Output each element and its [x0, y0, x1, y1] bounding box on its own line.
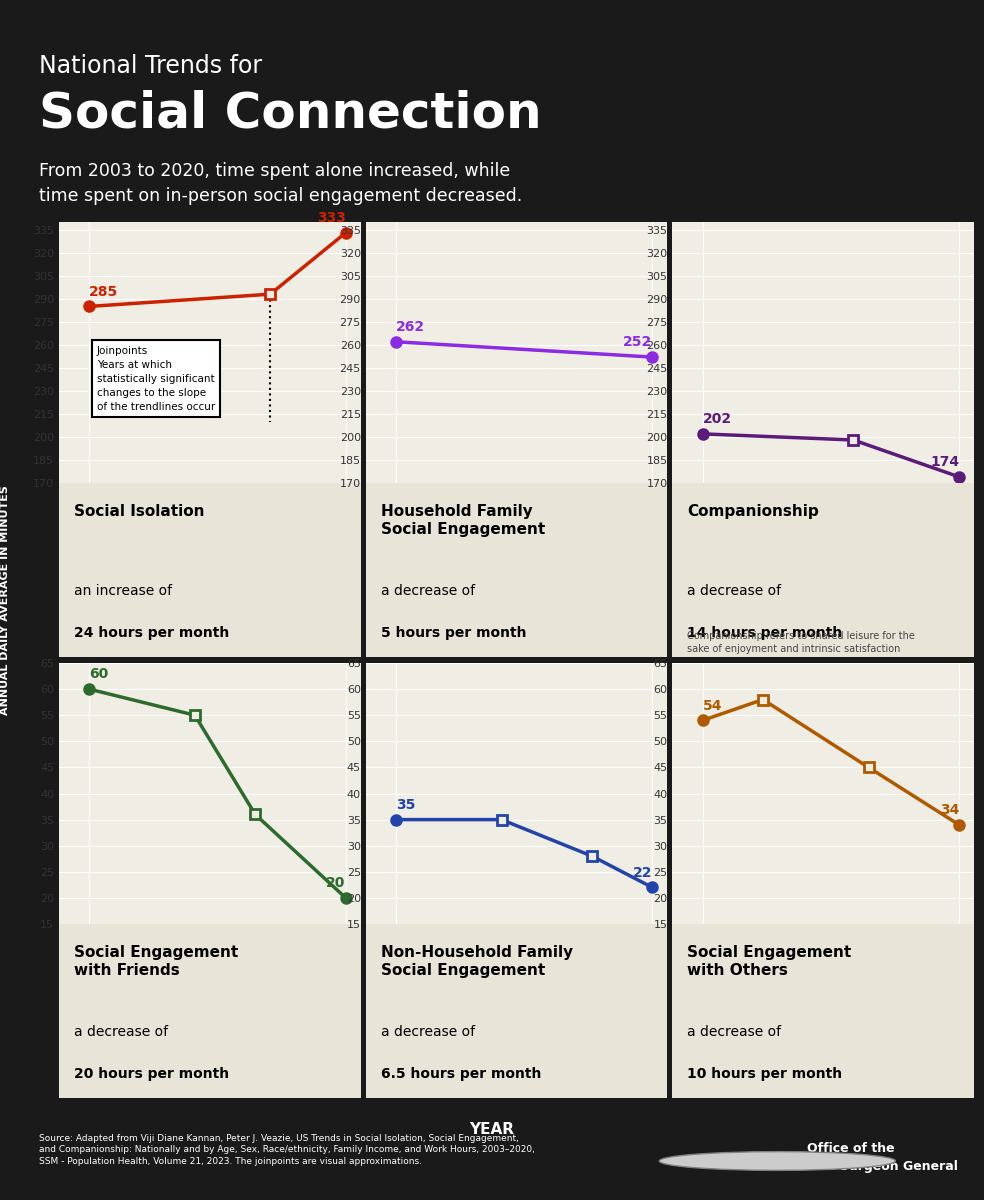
Text: Source: Adapted from Viji Diane Kannan, Peter J. Veazie, US Trends in Social Iso: Source: Adapted from Viji Diane Kannan, … — [39, 1134, 535, 1166]
Text: 252: 252 — [623, 335, 652, 349]
Text: 54: 54 — [703, 698, 722, 713]
Text: 60: 60 — [90, 667, 108, 682]
Text: a decrease of: a decrease of — [688, 1025, 781, 1039]
Circle shape — [659, 1152, 895, 1170]
Text: National Trends for: National Trends for — [39, 54, 263, 78]
Text: Social Engagement
with Friends: Social Engagement with Friends — [74, 944, 238, 978]
Text: 262: 262 — [396, 320, 425, 334]
Text: 285: 285 — [90, 284, 118, 299]
Text: 174: 174 — [930, 455, 959, 469]
Text: Social Connection: Social Connection — [39, 90, 542, 138]
Text: 24 hours per month: 24 hours per month — [74, 625, 229, 640]
Text: 14 hours per month: 14 hours per month — [688, 625, 842, 640]
Text: 333: 333 — [317, 211, 345, 224]
Text: a decrease of: a decrease of — [381, 1025, 475, 1039]
Text: Joinpoints
Years at which
statistically significant
changes to the slope
of the : Joinpoints Years at which statistically … — [96, 346, 215, 412]
Text: 20 hours per month: 20 hours per month — [74, 1067, 229, 1081]
Text: 202: 202 — [703, 412, 732, 426]
Text: a decrease of: a decrease of — [381, 584, 475, 598]
Text: Office of the
U.S. Surgeon General: Office of the U.S. Surgeon General — [807, 1141, 957, 1172]
Text: Social Engagement
with Others: Social Engagement with Others — [688, 944, 852, 978]
Text: 22: 22 — [633, 865, 652, 880]
Text: 20: 20 — [327, 876, 345, 890]
Text: 5 hours per month: 5 hours per month — [381, 625, 526, 640]
Text: Household Family
Social Engagement: Household Family Social Engagement — [381, 504, 545, 538]
Text: a decrease of: a decrease of — [74, 1025, 168, 1039]
Text: 35: 35 — [396, 798, 415, 811]
Text: 10 hours per month: 10 hours per month — [688, 1067, 842, 1081]
Text: Non-Household Family
Social Engagement: Non-Household Family Social Engagement — [381, 944, 573, 978]
Text: From 2003 to 2020, time spent alone increased, while
time spent on in-person soc: From 2003 to 2020, time spent alone incr… — [39, 162, 523, 205]
Text: 6.5 hours per month: 6.5 hours per month — [381, 1067, 541, 1081]
Text: a decrease of: a decrease of — [688, 584, 781, 598]
Text: Companionship refers to shared leisure for the
sake of enjoyment and intrinsic s: Companionship refers to shared leisure f… — [688, 631, 915, 654]
Text: 34: 34 — [940, 803, 959, 817]
Text: Social Isolation: Social Isolation — [74, 504, 205, 518]
Text: ANNUAL DAILY AVERAGE IN MINUTES: ANNUAL DAILY AVERAGE IN MINUTES — [0, 485, 10, 715]
Text: YEAR: YEAR — [469, 1122, 515, 1138]
Text: Companionship: Companionship — [688, 504, 820, 518]
Text: an increase of: an increase of — [74, 584, 172, 598]
